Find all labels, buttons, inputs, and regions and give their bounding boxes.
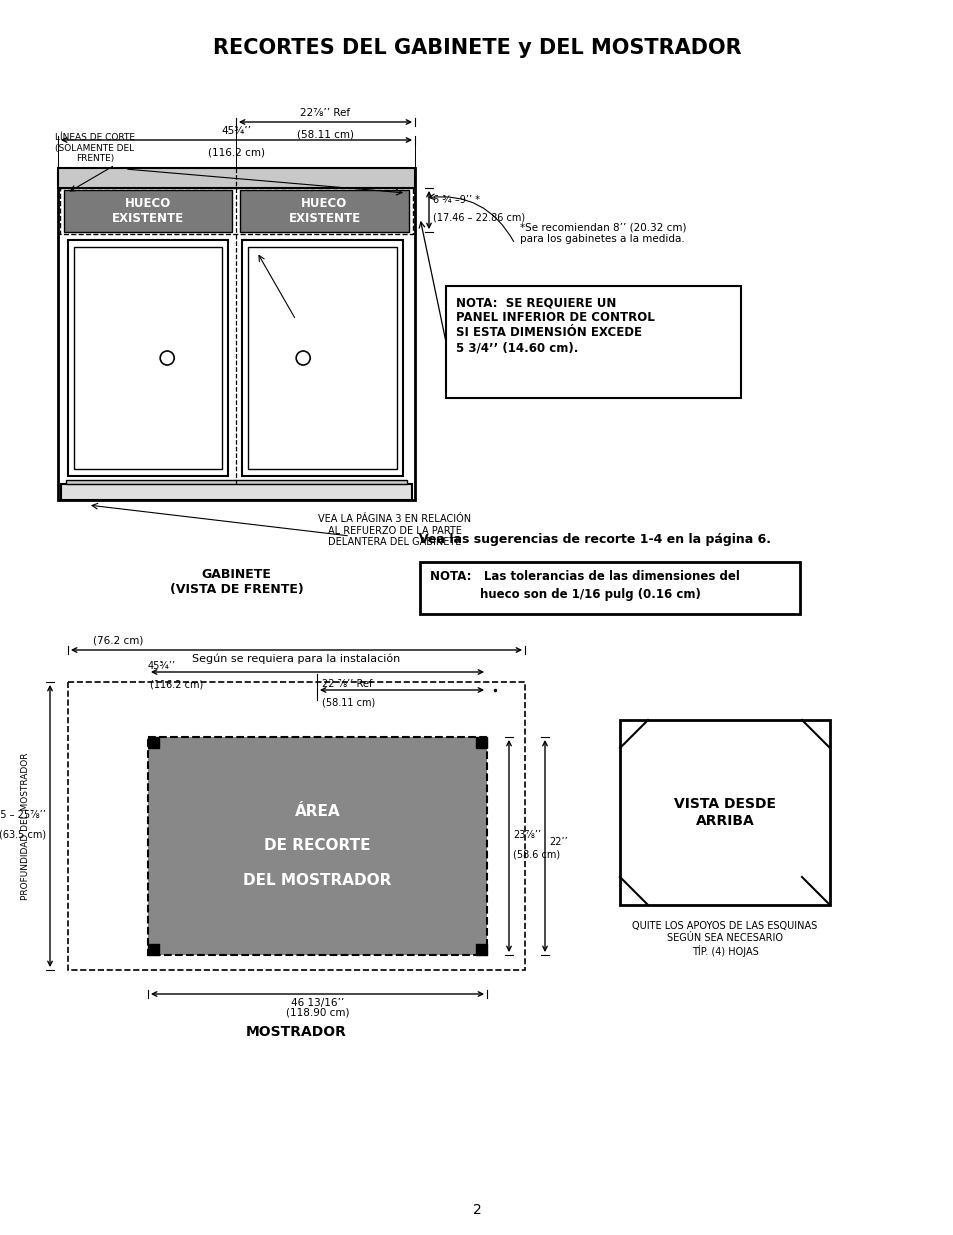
Text: 23⅞’’: 23⅞’’ — [513, 830, 540, 840]
Text: (116.2 cm): (116.2 cm) — [150, 680, 203, 690]
Text: hueco son de 1/16 pulg (0.16 cm): hueco son de 1/16 pulg (0.16 cm) — [479, 588, 700, 601]
Bar — [148, 737, 486, 955]
Text: QUITE LOS APOYOS DE LAS ESQUINAS
SEGÚN SEA NECESARIO
TÍP. (4) HOJAS: QUITE LOS APOYOS DE LAS ESQUINAS SEGÚN S… — [632, 921, 817, 957]
Bar — [60, 188, 413, 233]
Bar — [66, 480, 407, 484]
Bar — [240, 190, 409, 232]
Bar — [74, 247, 222, 469]
Bar — [148, 944, 159, 955]
Text: HUECO
EXISTENTE: HUECO EXISTENTE — [288, 198, 360, 225]
Bar — [476, 737, 486, 748]
Bar — [242, 240, 402, 475]
Text: 22 ⅞’’ Ref: 22 ⅞’’ Ref — [322, 679, 372, 689]
Text: Según se requiera para la instalación: Según se requiera para la instalación — [193, 653, 400, 664]
Text: VISTA DESDE
ARRIBA: VISTA DESDE ARRIBA — [673, 798, 775, 827]
Text: 45¾’’: 45¾’’ — [148, 661, 176, 671]
Bar — [419, 562, 800, 614]
Bar — [248, 247, 396, 469]
Text: (118.90 cm): (118.90 cm) — [286, 1008, 349, 1018]
Text: 2: 2 — [472, 1203, 481, 1216]
Text: GABINETE
(VISTA DE FRENTE): GABINETE (VISTA DE FRENTE) — [170, 568, 303, 597]
Text: (76.2 cm): (76.2 cm) — [92, 636, 143, 646]
Bar — [68, 240, 228, 475]
Bar — [61, 484, 412, 500]
Bar — [476, 944, 486, 955]
Text: VEA LA PÁGINA 3 EN RELACIÓN
AL REFUERZO DE LA PARTE
DELANTERA DEL GABINETE: VEA LA PÁGINA 3 EN RELACIÓN AL REFUERZO … — [318, 514, 471, 547]
Text: LÍNEAS DE CORTE
(SOLAMENTE DEL
FRENTE): LÍNEAS DE CORTE (SOLAMENTE DEL FRENTE) — [55, 133, 135, 163]
Bar — [446, 287, 740, 398]
Bar — [64, 190, 232, 232]
Text: RECORTES DEL GABINETE y DEL MOSTRADOR: RECORTES DEL GABINETE y DEL MOSTRADOR — [213, 38, 740, 58]
Text: *Se recomiendan 8’’ (20.32 cm)
para los gabinetes a la medida.: *Se recomiendan 8’’ (20.32 cm) para los … — [519, 222, 686, 243]
Bar — [148, 737, 159, 748]
Text: (58.6 cm): (58.6 cm) — [513, 850, 559, 860]
Text: PROFUNDIDAD DEL MOSTRADOR: PROFUNDIDAD DEL MOSTRADOR — [22, 752, 30, 900]
Text: 6 ¾ –9’’ *: 6 ¾ –9’’ * — [433, 195, 479, 205]
Text: HUECO
EXISTENTE: HUECO EXISTENTE — [112, 198, 184, 225]
Text: (17.46 – 22.86 cm): (17.46 – 22.86 cm) — [433, 212, 524, 222]
Bar — [619, 720, 829, 905]
Bar — [68, 682, 524, 969]
Bar — [58, 168, 415, 500]
Text: MOSTRADOR: MOSTRADOR — [246, 1025, 347, 1039]
Text: (116.2 cm): (116.2 cm) — [208, 147, 265, 157]
Text: NOTA:   Las tolerancias de las dimensiones del: NOTA: Las tolerancias de las dimensiones… — [430, 571, 740, 583]
Text: 46 13/16’’: 46 13/16’’ — [291, 998, 344, 1008]
Text: ÁREA

DE RECORTE

DEL MOSTRADOR: ÁREA DE RECORTE DEL MOSTRADOR — [243, 804, 392, 888]
Text: 25 – 25⅞’’: 25 – 25⅞’’ — [0, 810, 46, 820]
Text: Vea las sugerencias de recorte 1-4 en la página 6.: Vea las sugerencias de recorte 1-4 en la… — [418, 534, 770, 547]
Text: 22’’: 22’’ — [548, 837, 567, 847]
Text: NOTA:  SE REQUIERE UN
PANEL INFERIOR DE CONTROL
SI ESTA DIMENSIÓN EXCEDE
5 3/4’’: NOTA: SE REQUIERE UN PANEL INFERIOR DE C… — [456, 296, 654, 354]
Text: (58.11 cm): (58.11 cm) — [322, 698, 375, 708]
Text: 45¾’’: 45¾’’ — [221, 126, 252, 136]
Bar — [58, 168, 415, 188]
Text: (58.11 cm): (58.11 cm) — [296, 128, 354, 140]
Text: (63.5 cm): (63.5 cm) — [0, 830, 46, 840]
Text: 22⅞’’ Ref: 22⅞’’ Ref — [300, 107, 350, 119]
